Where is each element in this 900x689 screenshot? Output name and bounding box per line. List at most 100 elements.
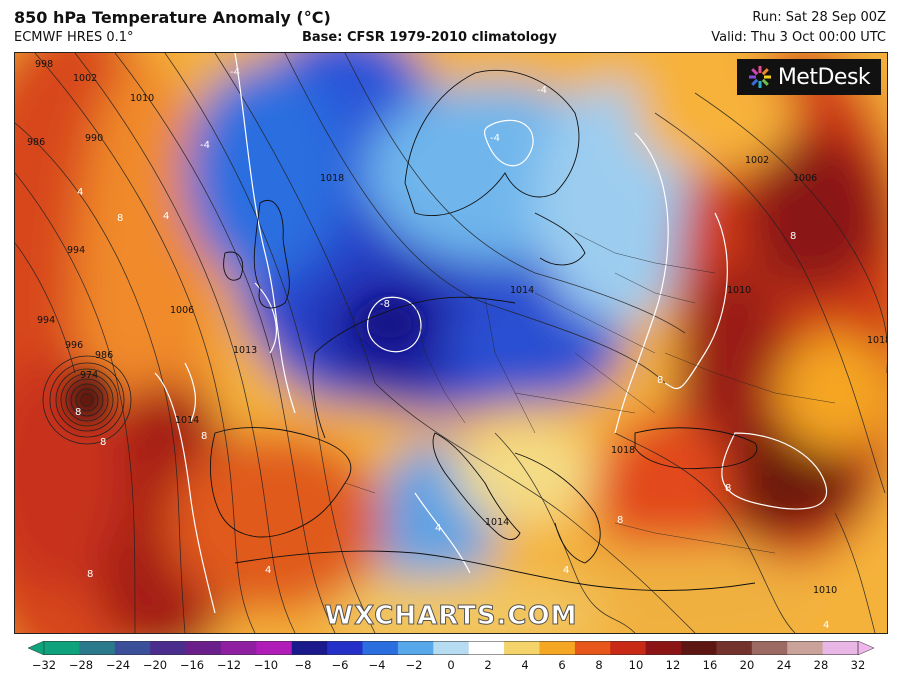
anomaly-label: 8	[117, 213, 123, 224]
colorbar-tick-label: −8	[294, 658, 312, 672]
colorbar-tick-label: −24	[105, 658, 131, 672]
colorbar-tick-label: 24	[776, 658, 792, 672]
colorbar-cell	[787, 641, 824, 655]
anomaly-label: 4	[163, 211, 169, 222]
anomaly-label: -4	[230, 67, 240, 78]
colorbar-cell	[220, 641, 257, 655]
colorbar-cell	[362, 641, 399, 655]
colorbar-cell	[327, 641, 364, 655]
anomaly-label: 4	[435, 523, 441, 534]
isobar-label: 986	[95, 350, 113, 361]
coastlines	[209, 69, 758, 591]
colorbar-tick-label: −28	[68, 658, 94, 672]
anomaly-field	[15, 53, 887, 633]
colorbar-cell	[397, 641, 434, 655]
isobar-label: 994	[37, 315, 55, 326]
colorbar-cell	[114, 641, 151, 655]
anomaly-label: 8	[75, 407, 81, 418]
colorbar-cell	[468, 641, 505, 655]
colorbar-cell	[504, 641, 540, 655]
colorbar-tick-label: 32	[850, 658, 866, 672]
anomaly-label: 8	[725, 483, 731, 494]
colorbar-tick-label: 2	[484, 658, 492, 672]
isobar-label: 1018	[320, 173, 344, 184]
colorbar-tick-label: −16	[179, 658, 205, 672]
anomaly-label: 4	[77, 187, 83, 198]
colorbar-tick-label: 8	[595, 658, 603, 672]
colorbar-cell	[150, 641, 187, 655]
isobar-label: 1006	[170, 305, 194, 316]
colorbar-cell	[256, 641, 293, 655]
metdesk-sun-icon	[748, 66, 771, 88]
metdesk-logo-text: MetDesk	[777, 64, 871, 90]
colorbar-tick-label: 16	[702, 658, 718, 672]
colorbar-tick-label: 6	[558, 658, 566, 672]
colorbar-cell	[751, 641, 788, 655]
colorbar-cell	[716, 641, 753, 655]
anomaly-contours	[154, 53, 828, 614]
anomaly-label: -4	[537, 85, 547, 96]
isobar-label: 1006	[793, 173, 817, 184]
run-time-label: Run: Sat 28 Sep 00Z	[752, 10, 886, 25]
anomaly-label: 8	[617, 515, 623, 526]
colorbar-cell	[645, 641, 682, 655]
map-canvas: 998 1002 1010 986 990 994 994 996 986 97…	[15, 53, 887, 633]
anomaly-label: 8	[657, 375, 663, 386]
colorbar-cell	[79, 641, 116, 655]
anomaly-map: 998 1002 1010 986 990 994 994 996 986 97…	[14, 52, 888, 634]
colorbar-left-arrow	[28, 641, 45, 655]
colorbar-cells	[28, 641, 874, 655]
low-pressure-core	[65, 301, 420, 424]
isobar-label: 1014	[510, 285, 534, 296]
isobar-label: 1018	[611, 445, 635, 456]
colorbar-tick-label: −20	[142, 658, 168, 672]
anomaly-label-group: -4 -4 -4 -4 8 4 4 8 -8 4 8 8 8 4 8 8 8 8…	[75, 67, 829, 631]
isobar-label: 1018	[867, 335, 887, 346]
colorbar-tick-label: 0	[447, 658, 455, 672]
isobar-label: 996	[65, 340, 83, 351]
colorbar-cell	[433, 641, 470, 655]
anomaly-label: 8	[87, 569, 93, 580]
isobar-label: 986	[27, 137, 45, 148]
isobar-label: 1014	[175, 415, 199, 426]
colorbar	[28, 641, 874, 655]
model-label: ECMWF HRES 0.1°	[14, 30, 134, 45]
isobar-label: 1002	[73, 73, 97, 84]
isobar-label: 1010	[130, 93, 154, 104]
colorbar-cell	[539, 641, 576, 655]
colorbar-right-arrow	[857, 641, 874, 655]
colorbar-cell	[681, 641, 717, 655]
cyclone-isobars	[42, 355, 132, 445]
colorbar-tick-label: −2	[405, 658, 423, 672]
colorbar-tick-label: 20	[739, 658, 755, 672]
colorbar-tick-label: 10	[628, 658, 644, 672]
metdesk-logo: MetDesk	[737, 59, 881, 95]
anomaly-label: 8	[100, 437, 106, 448]
isobar-label: 1010	[727, 285, 751, 296]
anomaly-label: -4	[200, 140, 210, 151]
climatology-base-label: Base: CFSR 1979-2010 climatology	[302, 30, 557, 45]
colorbar-tick-label: 4	[521, 658, 529, 672]
colorbar-cell	[44, 641, 80, 655]
anomaly-label: 4	[265, 565, 271, 576]
colorbar-tick-label: −32	[31, 658, 57, 672]
country-borders	[344, 232, 836, 554]
colorbar-tick-label: −4	[368, 658, 386, 672]
colorbar-cell	[574, 641, 611, 655]
isobar-label: 1013	[233, 345, 257, 356]
colorbar-tick-label: −10	[253, 658, 279, 672]
isobar-label: 998	[35, 59, 53, 70]
colorbar-cell	[822, 641, 859, 655]
valid-time-label: Valid: Thu 3 Oct 00:00 UTC	[711, 30, 886, 45]
colorbar-tick-label: 28	[813, 658, 829, 672]
anomaly-label: -4	[490, 133, 500, 144]
colorbar-cell	[291, 641, 328, 655]
anomaly-label: 8	[201, 431, 207, 442]
anomaly-label: 4	[823, 620, 829, 631]
isobar-label: 1010	[813, 585, 837, 596]
isobar-label: 994	[67, 245, 85, 256]
isobar-label: 1014	[485, 517, 509, 528]
isobar-label: 990	[85, 133, 103, 144]
colorbar-tick-label: −12	[216, 658, 242, 672]
colorbar-cell	[185, 641, 222, 655]
